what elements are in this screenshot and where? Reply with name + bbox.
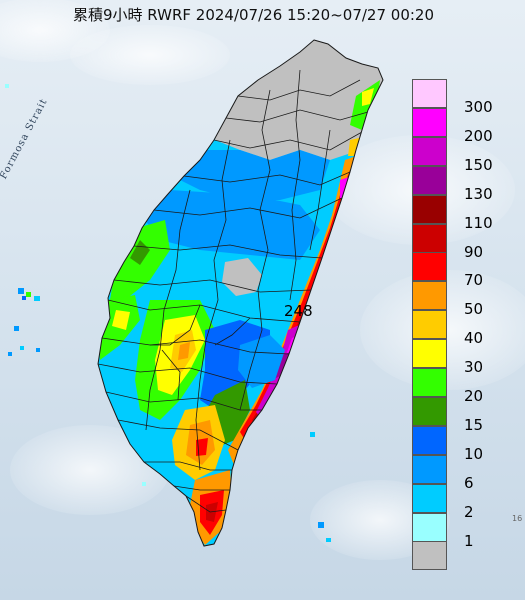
coastline [97, 39, 384, 547]
corner-mark: 16 [512, 514, 523, 523]
legend-swatch [412, 137, 447, 166]
legend-label: 6 [464, 474, 474, 492]
offshore-echoes [5, 84, 331, 542]
peak-value-label: 248 [284, 302, 313, 320]
legend-label: 200 [464, 127, 493, 145]
legend-label: 110 [464, 214, 493, 232]
legend-label: 50 [464, 300, 484, 318]
legend-swatch [412, 166, 447, 195]
legend-swatch [412, 79, 447, 108]
legend-swatch [412, 224, 447, 253]
legend-swatch [412, 108, 447, 137]
legend-label: 150 [464, 156, 493, 174]
legend-swatch [412, 281, 447, 310]
legend-swatch [412, 339, 447, 368]
legend-swatch [412, 426, 447, 455]
legend-swatch [412, 484, 447, 513]
legend-label: 10 [464, 445, 484, 463]
rainfall-legend: 300 200 150 130 110 90 70 50 40 30 20 15 10 6 2 1 [412, 79, 517, 570]
legend-label: 20 [464, 387, 484, 405]
legend-label: 130 [464, 185, 493, 203]
legend-label: 15 [464, 416, 484, 434]
legend-label: 30 [464, 358, 484, 376]
admin-boundaries [98, 69, 369, 513]
legend-swatch [412, 368, 447, 397]
legend-swatch [412, 195, 447, 224]
legend-swatch [412, 455, 447, 484]
legend-swatch [412, 252, 447, 281]
legend-label: 70 [464, 271, 484, 289]
legend-swatch [412, 541, 447, 570]
legend-swatch [412, 310, 447, 339]
legend-swatch [412, 513, 447, 542]
legend-label: 90 [464, 243, 484, 261]
legend-label: 2 [464, 503, 474, 521]
legend-label: 1 [464, 532, 474, 550]
legend-label: 300 [464, 98, 493, 116]
map-title: 累積9小時 RWRF 2024/07/26 15:20~07/27 00:20 [73, 6, 435, 24]
legend-swatch [412, 397, 447, 426]
legend-label: 40 [464, 329, 484, 347]
